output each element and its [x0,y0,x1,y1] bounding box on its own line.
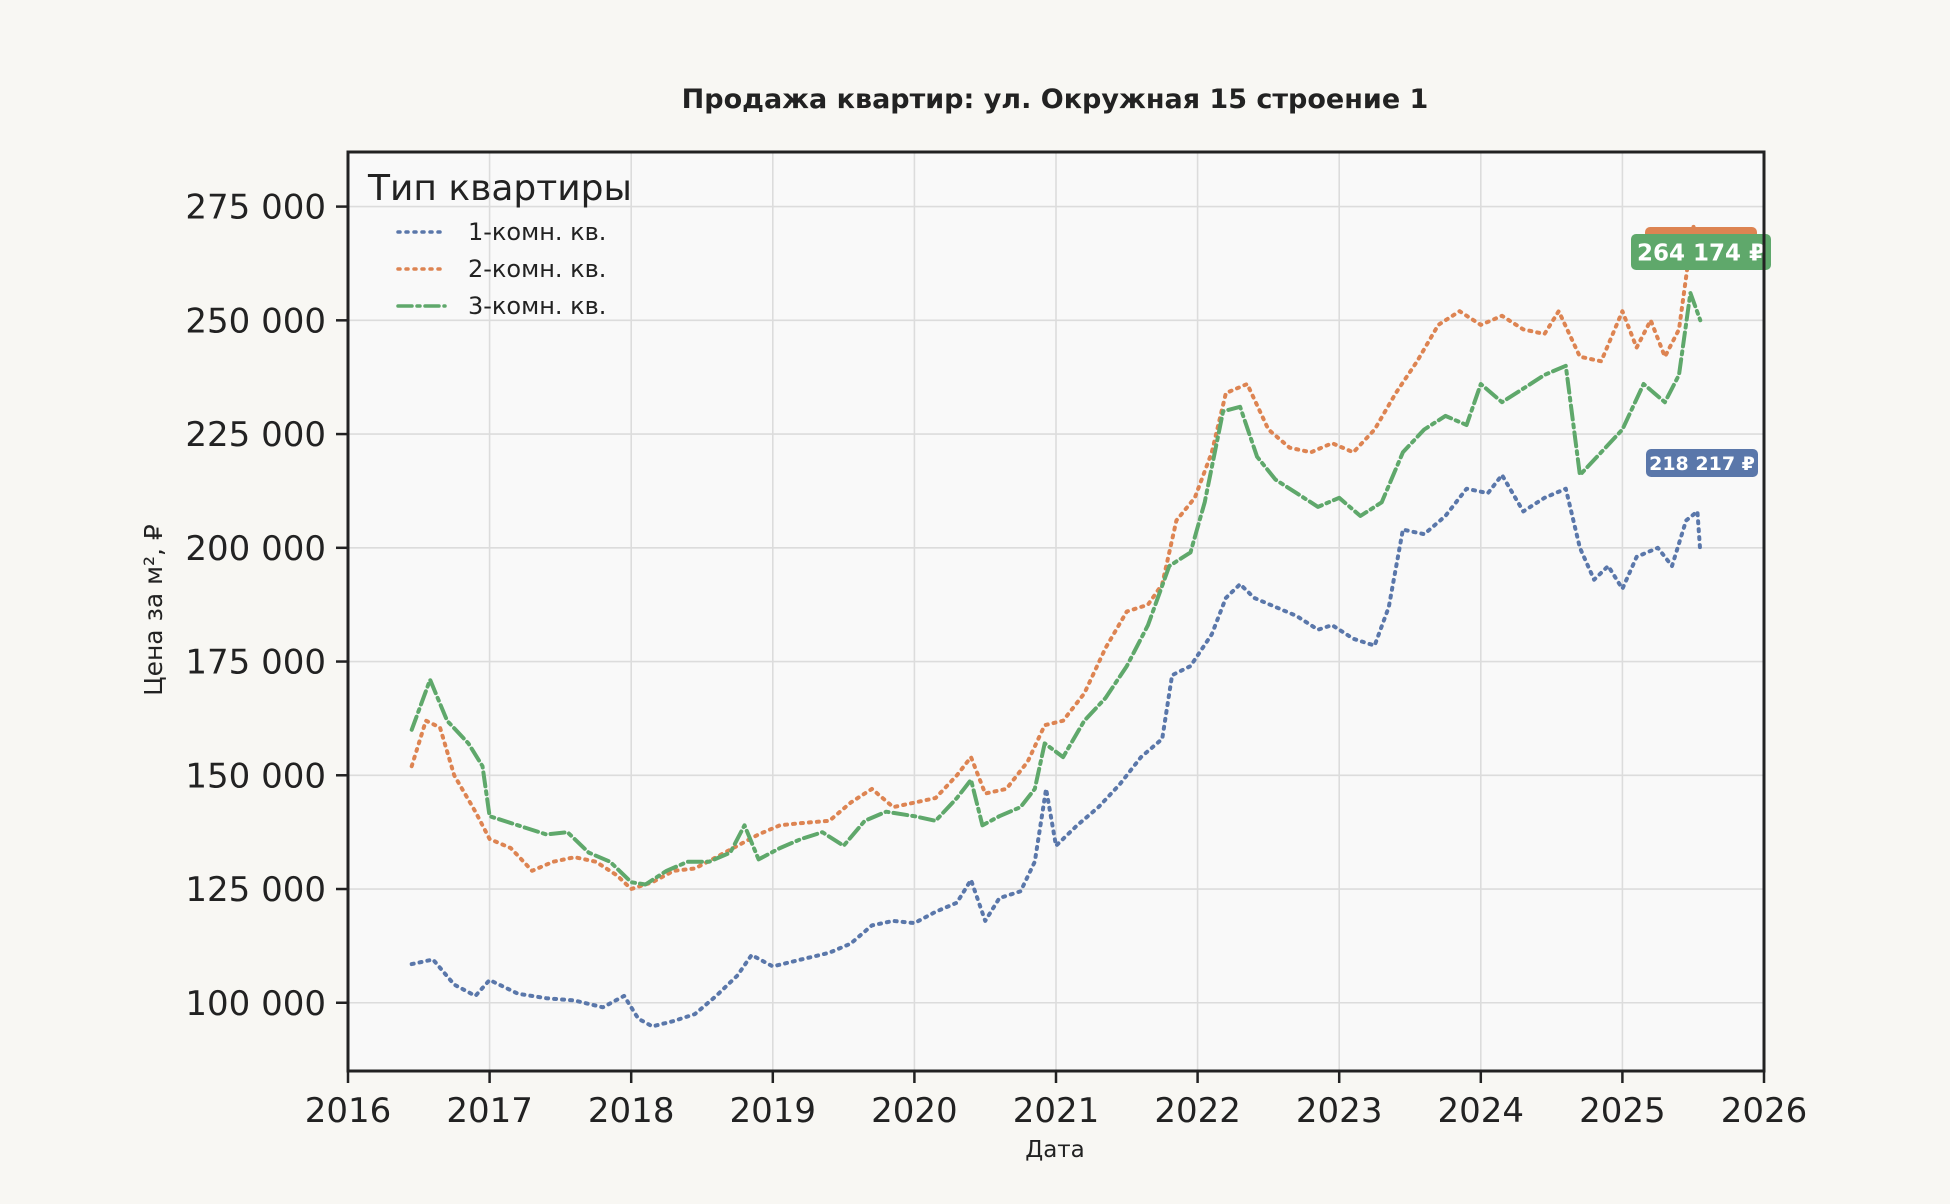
y-tick-label: 175 000 [185,643,326,683]
chart-title: Продажа квартир: ул. Окружная 15 строени… [682,84,1429,115]
legend: Тип квартиры 1-комн. кв. 2-комн. кв. 3-ком… [367,168,632,320]
series-line-1 [409,473,1703,1029]
legend-label: 3-комн. кв. [468,292,606,320]
x-tick-label: 2020 [871,1091,958,1131]
x-tick-label: 2022 [1154,1091,1241,1131]
legend-label: 2-комн. кв. [468,255,606,283]
y-tick-label: 275 000 [185,188,326,228]
end-value-badge [1646,449,1758,477]
series-line-3 [409,291,1703,887]
end-value-badge [1631,234,1771,270]
x-tick-label: 2018 [588,1091,675,1131]
x-tick-label: 2016 [305,1091,392,1131]
x-tick-label: 2019 [730,1091,817,1131]
x-tick-label: 2025 [1579,1091,1666,1131]
y-tick-label: 125 000 [185,870,326,910]
y-axis-label: Цена за м², ₽ [139,524,168,696]
y-tick-label: 100 000 [185,984,326,1024]
end-value-label: 218 217 ₽ [1649,453,1755,475]
series-layer [409,222,1703,1029]
legend-label: 1-комн. кв. [468,218,606,246]
end-value-label: 264 174 ₽ [1637,240,1765,266]
y-tick-label: 250 000 [185,301,326,341]
x-tick-label: 2017 [446,1091,533,1131]
end-value-labels: 218 217 ₽ 264 174 ₽ [1631,227,1771,477]
axis-ticks: 2016 2017 2018 2019 2020 2021 2022 2023 2024 2025… [185,188,1807,1131]
x-axis-label: Дата [1025,1137,1085,1163]
legend-title: Тип квартиры [367,168,632,209]
y-tick-label: 150 000 [185,756,326,796]
x-tick-label: 2024 [1438,1091,1525,1131]
series-line-2 [409,222,1703,891]
y-tick-label: 225 000 [185,415,326,455]
x-tick-label: 2026 [1721,1091,1808,1131]
x-tick-label: 2023 [1296,1091,1383,1131]
y-tick-label: 200 000 [185,529,326,569]
x-tick-label: 2021 [1013,1091,1100,1131]
legend-items: 1-комн. кв. 2-комн. кв. 3-комн. кв. [396,218,606,320]
